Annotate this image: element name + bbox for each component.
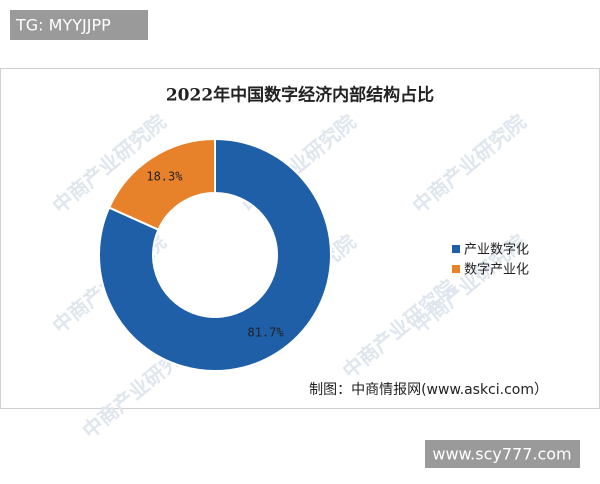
watermark: 中商产业研究院 <box>408 110 531 218</box>
footer-box <box>425 440 580 468</box>
legend-swatch <box>452 265 460 273</box>
tag: TG: MYYJJPP <box>15 16 111 35</box>
legend-label: 数字产业化 <box>464 263 529 278</box>
slice <box>107 137 216 231</box>
source: 制图：中商情报网(www.askci.com） <box>309 382 548 398</box>
watermark: 中商产业研究院 <box>338 275 461 383</box>
footer-tag: www.scy777.com <box>432 445 571 464</box>
slice <box>98 137 332 372</box>
plot: 81.7% 产业数字化 18.3% 数字产业化 <box>98 137 529 372</box>
chart-title: 2022年中国数字经济内部结构占比 <box>166 85 434 106</box>
legend-label: 产业数字化 <box>464 243 529 258</box>
tag-box <box>10 10 148 40</box>
value-label: 18.3% <box>146 169 183 183</box>
legend-swatch <box>452 245 460 253</box>
value-label: 81.7% <box>248 326 285 340</box>
